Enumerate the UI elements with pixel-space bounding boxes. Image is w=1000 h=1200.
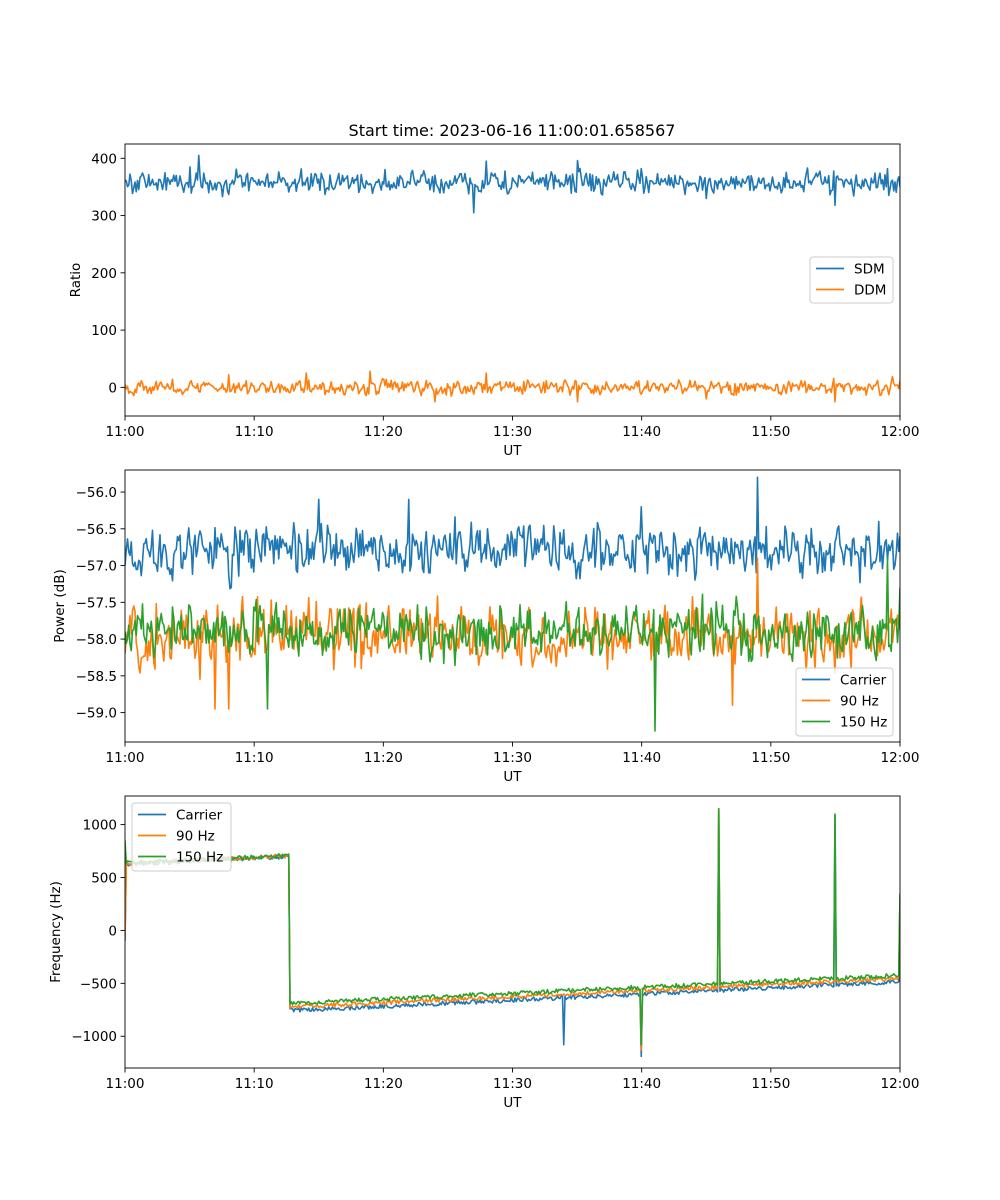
series-line-sdm xyxy=(125,154,900,214)
legend: SDM DDM xyxy=(809,256,894,304)
series-line-150-hz xyxy=(125,557,900,732)
x-tick-label: 11:10 xyxy=(235,1076,274,1092)
legend: Carrier 90 Hz 150 Hz xyxy=(795,667,894,737)
x-tick-label: 11:00 xyxy=(106,1076,145,1092)
x-axis-label: UT xyxy=(503,443,522,459)
x-tick-label: 11:50 xyxy=(751,424,790,440)
legend-entry: 90 Hz xyxy=(176,829,215,845)
x-tick-label: 12:00 xyxy=(881,1076,920,1092)
y-tick-label: 1000 xyxy=(83,818,117,834)
series-group xyxy=(125,476,900,732)
x-tick-label: 11:10 xyxy=(235,424,274,440)
x-tick-label: 11:50 xyxy=(751,1076,790,1092)
y-tick-label: −58.5 xyxy=(76,669,117,685)
y-tick-label: 200 xyxy=(91,266,117,282)
y-tick-label: −57.5 xyxy=(76,595,117,611)
series-line-ddm xyxy=(125,370,900,403)
legend-entry: DDM xyxy=(854,283,886,299)
y-tick-label: −57.0 xyxy=(76,559,117,575)
x-tick-label: 11:00 xyxy=(106,424,145,440)
subplot-1: 11:00 11:10 11:20 11:30 11:40 11:50 12:00 0 100 2… xyxy=(68,143,920,459)
y-tick-label: −56.0 xyxy=(76,485,117,501)
x-tick-label: 12:00 xyxy=(881,424,920,440)
series-line-carrier xyxy=(125,476,900,590)
x-tick-label: 12:00 xyxy=(881,750,920,766)
x-tick-label: 11:20 xyxy=(364,424,403,440)
y-axis-label: Frequency (Hz) xyxy=(48,881,64,983)
series-group xyxy=(125,807,900,1058)
legend-entry: SDM xyxy=(854,262,885,278)
series-line-150-hz xyxy=(125,807,900,1046)
x-tick-label: 11:00 xyxy=(106,750,145,766)
y-axis-label: Power (dB) xyxy=(52,569,68,642)
legend: Carrier 90 Hz 150 Hz xyxy=(131,802,232,872)
x-tick-label: 11:30 xyxy=(493,424,532,440)
x-tick-label: 11:50 xyxy=(751,750,790,766)
y-tick-label: 300 xyxy=(91,209,117,225)
y-tick-label: −59.0 xyxy=(76,706,117,722)
x-tick-label: 11:40 xyxy=(622,750,661,766)
y-tick-label: −56.5 xyxy=(76,522,117,538)
x-tick-label: 11:40 xyxy=(622,424,661,440)
series-line-90-hz xyxy=(125,807,900,1051)
legend-box xyxy=(795,667,894,737)
y-tick-label: 0 xyxy=(108,923,117,939)
y-tick-label: 100 xyxy=(91,323,117,339)
x-tick-label: 11:30 xyxy=(493,1076,532,1092)
y-tick-label: −1000 xyxy=(71,1029,117,1045)
y-tick-label: 0 xyxy=(108,380,117,396)
series-group xyxy=(125,154,900,403)
legend-box xyxy=(131,802,232,872)
x-tick-label: 11:40 xyxy=(622,1076,661,1092)
legend-entry: Carrier xyxy=(176,808,223,824)
legend-entry: 90 Hz xyxy=(840,694,879,710)
subplots: 11:00 11:10 11:20 11:30 11:40 11:50 12:00 0 100 2… xyxy=(48,143,920,1111)
y-tick-label: 500 xyxy=(91,870,117,886)
x-tick-label: 11:10 xyxy=(235,750,274,766)
x-tick-label: 11:20 xyxy=(364,750,403,766)
y-tick-label: 400 xyxy=(91,151,117,167)
subplot-2: 11:00 11:10 11:20 11:30 11:40 11:50 12:00 −59.0… xyxy=(52,469,920,785)
x-tick-label: 11:30 xyxy=(493,750,532,766)
y-tick-label: −58.0 xyxy=(76,632,117,648)
subplot-3: 11:00 11:10 11:20 11:30 11:40 11:50 12:00 −1000… xyxy=(48,795,920,1111)
legend-entry: 150 Hz xyxy=(176,850,223,866)
x-tick-label: 11:20 xyxy=(364,1076,403,1092)
x-axis-label: UT xyxy=(503,769,522,785)
legend-entry: Carrier xyxy=(840,673,887,689)
legend-entry: 150 Hz xyxy=(840,715,887,731)
x-axis-label: UT xyxy=(503,1095,522,1111)
y-tick-label: −500 xyxy=(80,976,117,992)
chart-title: Start time: 2023-06-16 11:00:01.658567 xyxy=(349,121,676,140)
y-axis-label: Ratio xyxy=(68,263,84,298)
